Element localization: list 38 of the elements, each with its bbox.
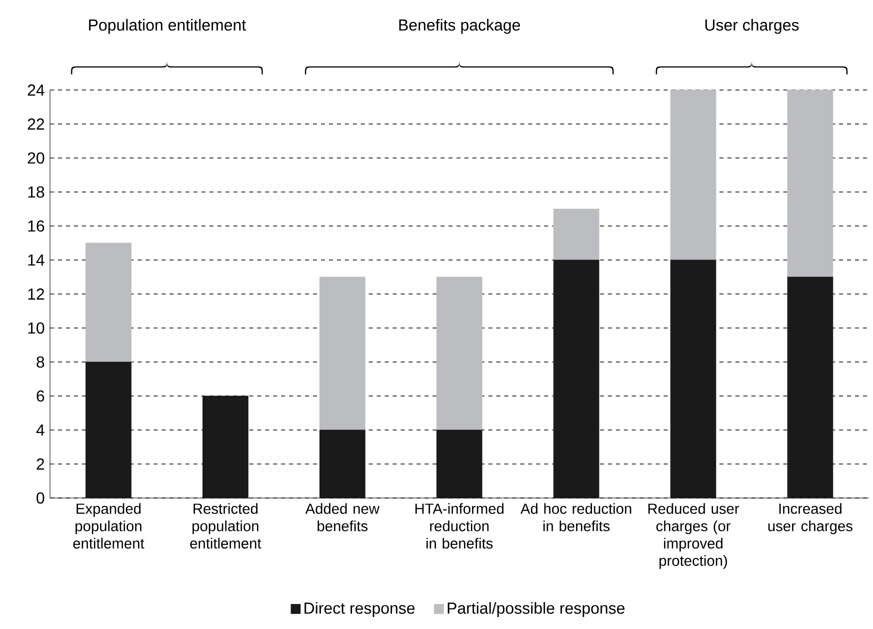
x-tick-label: Restricted population entitlement — [190, 503, 262, 549]
y-tick-label: 22 — [28, 118, 44, 130]
text: User charges — [705, 18, 799, 34]
bar — [86, 242, 132, 362]
bar — [787, 90, 834, 278]
y-tick-label: 8 — [36, 356, 44, 368]
x-tick-label: Ad hoc reduction in benefits — [520, 503, 632, 532]
bar — [319, 276, 366, 430]
bar — [86, 362, 132, 498]
bar — [787, 276, 834, 498]
bar — [436, 276, 482, 430]
bar — [553, 208, 600, 260]
y-tick-label: 10 — [28, 322, 44, 334]
text: Benefits package — [399, 18, 520, 34]
y-tick-label: 20 — [28, 152, 44, 164]
x-tick-label: Increased user charges — [768, 503, 852, 534]
x-tick-label: HTA-informed reduction in benefits — [415, 503, 504, 549]
y-tick-label: 6 — [36, 390, 44, 402]
bar — [670, 90, 716, 260]
x-tick-label: Added new benefits — [305, 503, 380, 532]
legend-label: Direct response — [304, 602, 415, 617]
text: Population entitlement — [89, 18, 246, 34]
x-tick-label: Expanded population entitlement — [73, 503, 144, 549]
legend-label: Partial/possible response — [448, 602, 625, 617]
bar — [202, 396, 248, 498]
y-tick-label: 12 — [28, 288, 44, 300]
y-tick-label: 14 — [28, 254, 44, 266]
bar — [553, 260, 600, 498]
y-tick-label: 24 — [28, 84, 44, 96]
y-tick-label: 2 — [36, 458, 44, 470]
bar — [670, 260, 716, 498]
bar — [319, 430, 366, 498]
y-tick-label: 4 — [36, 424, 44, 436]
y-tick-label: 18 — [28, 186, 44, 198]
bar — [436, 430, 482, 498]
y-tick-label: 16 — [28, 220, 44, 232]
y-tick-label: 0 — [36, 492, 44, 504]
x-tick-label: Reduced user charges (or improved protection) — [648, 503, 740, 569]
